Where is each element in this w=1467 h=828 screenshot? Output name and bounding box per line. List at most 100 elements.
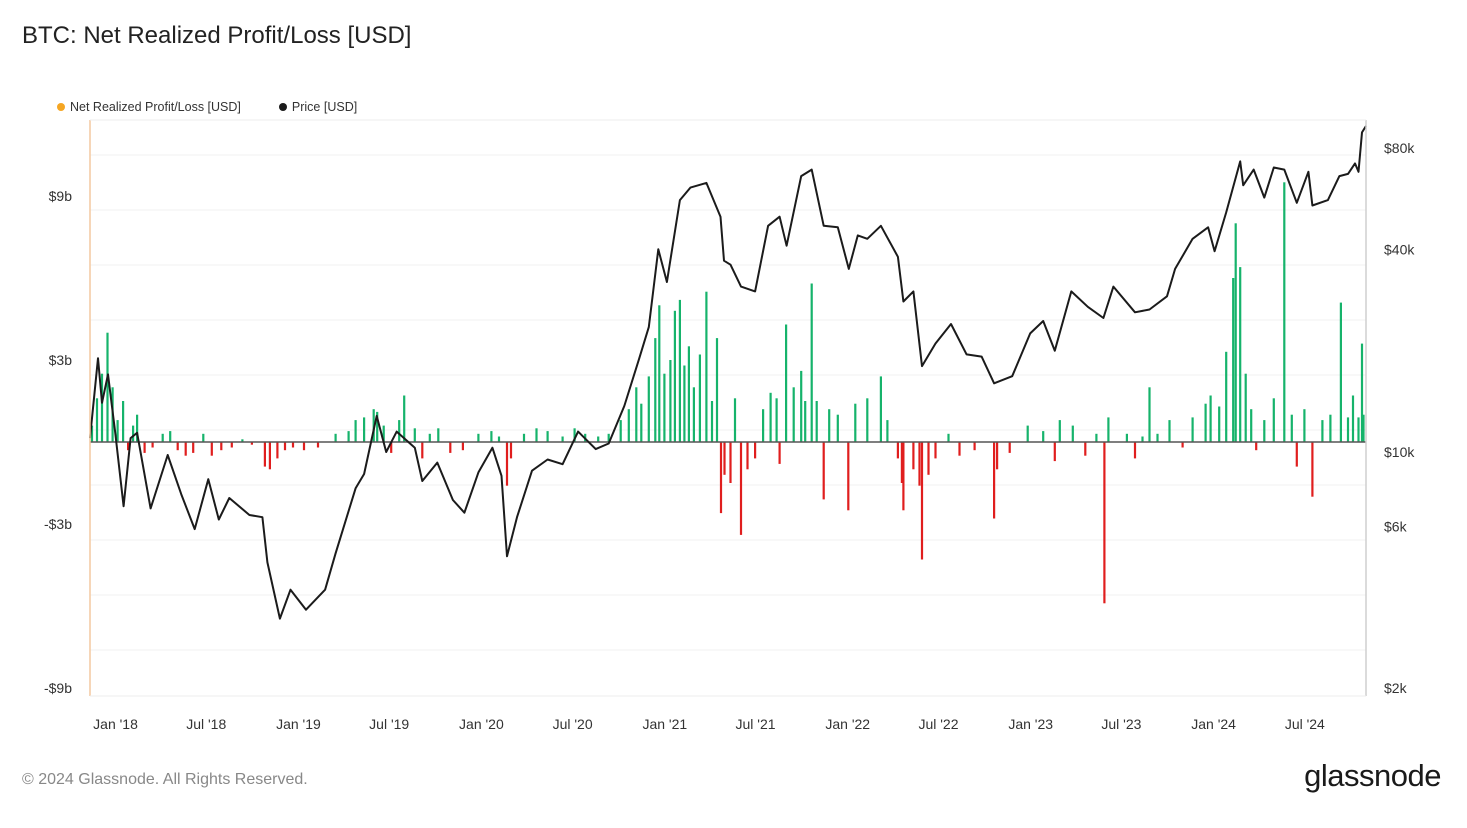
legend-dot-price-icon — [278, 103, 287, 111]
nrpl-bar-25 — [276, 442, 279, 459]
nrpl-bar-86 — [775, 398, 778, 442]
nrpl-bar-48 — [497, 436, 501, 442]
nrpl-bar-50 — [509, 442, 513, 459]
nrpl-bar-102 — [896, 442, 899, 459]
nrpl-bar-65 — [658, 305, 661, 442]
nrpl-bar-152 — [1339, 302, 1342, 442]
nrpl-bar-114 — [996, 442, 999, 470]
nrpl-bar-98 — [854, 403, 857, 442]
nrpl-bar-125 — [1125, 433, 1128, 442]
nrpl-bar-57 — [597, 436, 600, 442]
nrpl-bar-97 — [847, 442, 850, 511]
nrpl-bar-77 — [719, 442, 723, 514]
nrpl-bar-10 — [143, 442, 146, 453]
nrpl-bar-32 — [354, 420, 357, 442]
nrpl-bar-99 — [866, 398, 869, 442]
nrpl-bar-76 — [715, 338, 719, 442]
nrpl-bar-108 — [927, 442, 930, 475]
x-tick-1: Jul '18 — [186, 716, 226, 732]
nrpl-bar-47 — [490, 431, 493, 442]
nrpl-bar-16 — [192, 442, 195, 453]
legend-label-price: Price [USD] — [291, 100, 358, 114]
nrpl-bar-127 — [1141, 436, 1144, 442]
nrpl-bar-95 — [828, 409, 831, 442]
x-tick-9: Jul '22 — [918, 716, 958, 732]
nrpl-bar-85 — [769, 392, 772, 442]
nrpl-bar-93 — [815, 401, 818, 442]
nrpl-bar-30 — [334, 433, 337, 442]
y-axis-right: $80k $40k $10k $6k $2k — [1384, 140, 1415, 696]
nrpl-bar-29 — [316, 442, 320, 448]
legend-item-price[interactable]: Price [USD] — [278, 100, 358, 114]
nrpl-bar-133 — [1204, 403, 1207, 442]
nrpl-bar-105 — [912, 442, 915, 470]
nrpl-bar-72 — [692, 387, 695, 442]
nrpl-bar-80 — [733, 398, 737, 442]
nrpl-bar-90 — [800, 370, 803, 442]
nrpl-bar-62 — [640, 403, 643, 442]
nrpl-bar-124 — [1107, 417, 1110, 442]
nrpl-bar-12 — [161, 433, 164, 442]
nrpl-bar-42 — [428, 433, 431, 442]
nrpl-bar-2 — [100, 373, 104, 442]
nrpl-bar-145 — [1283, 182, 1286, 443]
chart-legend: Net Realized Profit/Loss [USD] Price [US… — [57, 100, 357, 114]
nrpl-bar-31 — [347, 431, 350, 442]
nrpl-bar-96 — [836, 414, 839, 442]
nrpl-bar-13 — [169, 431, 172, 442]
nrpl-bar-17 — [202, 433, 205, 442]
nrpl-bar-73 — [698, 354, 701, 442]
nrpl-bar-115 — [1008, 442, 1011, 453]
nrpl-bar-70 — [683, 365, 686, 442]
nrpl-bar-15 — [184, 442, 187, 456]
nrpl-bar-45 — [461, 442, 464, 451]
nrpl-bar-140 — [1244, 373, 1247, 442]
plot-frame — [89, 119, 1367, 697]
nrpl-bar-150 — [1321, 420, 1324, 442]
nrpl-bar-59 — [619, 420, 622, 442]
x-tick-0: Jan '18 — [93, 716, 138, 732]
nrpl-bar-141 — [1250, 409, 1253, 442]
nrpl-bar-118 — [1053, 442, 1056, 462]
x-tick-5: Jul '20 — [553, 716, 593, 732]
x-tick-2: Jan '19 — [276, 716, 321, 732]
nrpl-bar-49 — [505, 442, 509, 486]
nrpl-bar-111 — [958, 442, 961, 456]
x-tick-7: Jul '21 — [736, 716, 776, 732]
x-tick-8: Jan '22 — [825, 716, 870, 732]
nrpl-bar-61 — [635, 387, 638, 442]
x-tick-10: Jan '23 — [1008, 716, 1053, 732]
chart-title: BTC: Net Realized Profit/Loss [USD] — [22, 22, 412, 49]
nrpl-bar-6 — [122, 401, 125, 442]
glassnode-logo[interactable]: glassnode — [1304, 758, 1441, 793]
nrpl-bar-132 — [1191, 417, 1194, 442]
nrpl-bar-128 — [1148, 387, 1151, 442]
nrpl-bar-52 — [535, 428, 538, 442]
nrpl-bar-148 — [1303, 409, 1306, 442]
price-line — [89, 125, 1367, 620]
legend-item-nrpl[interactable]: Net Realized Profit/Loss [USD] — [57, 100, 241, 114]
nrpl-bar-151 — [1329, 414, 1332, 442]
nrpl-bar-138 — [1234, 223, 1237, 442]
nrpl-bar-157 — [1362, 414, 1365, 442]
nrpl-bar-121 — [1084, 442, 1087, 456]
y-left-tick-3: -$9b — [44, 680, 72, 696]
nrpl-bar-136 — [1225, 351, 1228, 442]
y-axis-left: $9b $3b -$3b -$9b — [44, 188, 72, 696]
nrpl-bar-87 — [778, 442, 781, 464]
nrpl-bar-82 — [746, 442, 749, 470]
nrpl-bar-130 — [1168, 420, 1171, 442]
nrpl-bar-22 — [250, 442, 253, 445]
nrpl-bar-8 — [132, 425, 135, 442]
nrpl-bar-120 — [1071, 425, 1074, 442]
nrpl-bar-142 — [1255, 442, 1258, 451]
x-axis: Jan '18 Jul '18 Jan '19 Jul '19 Jan '20 Jul '… — [93, 716, 1325, 732]
nrpl-bar-33 — [363, 417, 366, 442]
nrpl-bar-146 — [1290, 414, 1293, 442]
nrpl-bar-149 — [1311, 442, 1314, 497]
nrpl-bar-43 — [437, 428, 440, 442]
x-tick-11: Jul '23 — [1101, 716, 1141, 732]
nrpl-bar-18 — [210, 442, 213, 456]
nrpl-bar-1 — [95, 398, 99, 442]
